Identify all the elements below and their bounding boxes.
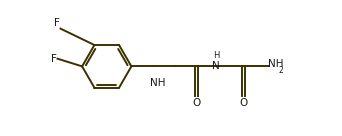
Text: NH: NH bbox=[268, 59, 284, 69]
Text: O: O bbox=[192, 98, 200, 108]
Text: F: F bbox=[54, 18, 60, 28]
Text: O: O bbox=[239, 98, 247, 108]
Text: N: N bbox=[212, 61, 220, 71]
Text: F: F bbox=[51, 54, 57, 64]
Text: 2: 2 bbox=[278, 66, 283, 75]
Text: NH: NH bbox=[150, 78, 165, 88]
Text: H: H bbox=[213, 51, 219, 60]
